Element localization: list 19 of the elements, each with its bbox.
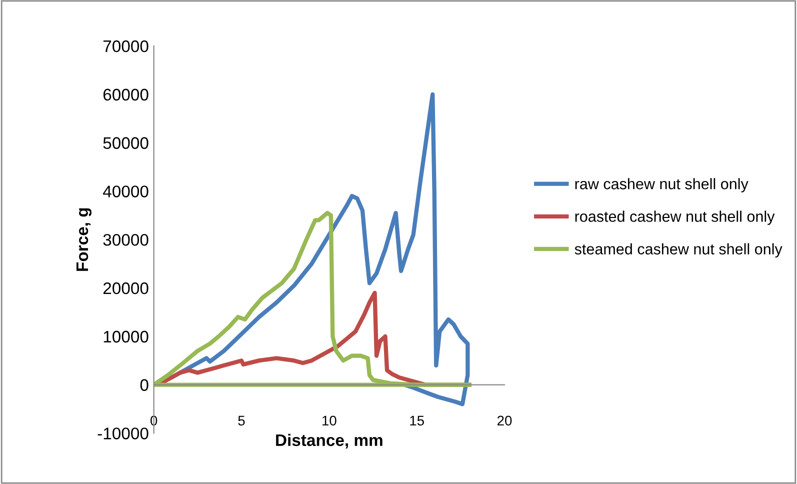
x-tick-label: 20	[497, 416, 512, 426]
legend-label: raw cashew nut shell only	[575, 178, 748, 192]
x-axis-title: Distance, mm	[276, 434, 382, 448]
y-tick-label: 0	[140, 379, 148, 391]
y-tick-label: -10000	[98, 428, 148, 440]
x-tick-label: 10	[322, 416, 336, 426]
x-tick-label: 5	[238, 416, 245, 426]
y-axis-title: Force, g	[76, 208, 92, 271]
y-tick-label: 40000	[103, 186, 148, 198]
legend-label: steamed cashew nut shell only	[574, 243, 782, 258]
y-tick-label: 70000	[103, 40, 148, 52]
legend-label: roasted cashew nut shell only	[575, 210, 775, 225]
x-tick-label: 0	[150, 416, 158, 426]
y-tick-label: 30000	[103, 234, 148, 246]
y-tick-label: 10000	[104, 330, 148, 343]
y-tick-label: 50000	[103, 137, 148, 149]
x-tick-label: 15	[410, 416, 424, 426]
y-tick-label: 60000	[103, 88, 148, 101]
y-tick-label: 20000	[103, 282, 148, 294]
